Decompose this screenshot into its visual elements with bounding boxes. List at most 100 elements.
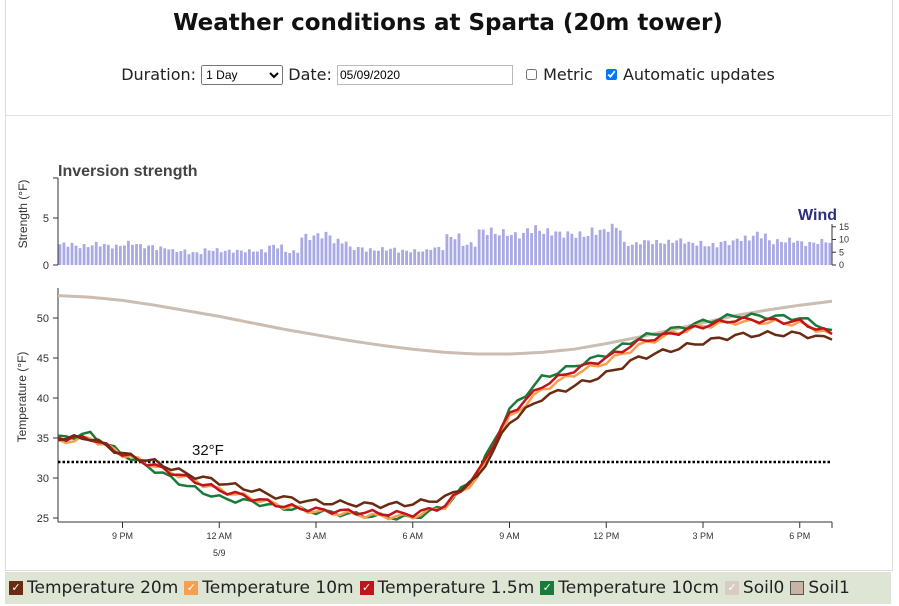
strength-bar <box>485 235 489 265</box>
wind-tick-label: 0 <box>839 260 844 270</box>
strength-bar <box>417 251 421 265</box>
strength-bar <box>348 246 352 265</box>
strength-bar <box>203 248 207 265</box>
strength-bar <box>159 246 163 265</box>
strength-bar <box>719 241 723 265</box>
strength-bar <box>409 252 413 265</box>
freezing-label: 32°F <box>192 442 224 459</box>
legend: ✓ Temperature 20m ✓ Temperature 10m ✓ Tempera… <box>5 572 891 604</box>
strength-bar <box>634 242 638 265</box>
strength-bar <box>711 243 715 265</box>
strength-bar <box>78 248 82 265</box>
strength-bar <box>667 239 671 265</box>
date-label: Date: <box>288 65 332 84</box>
controls: Duration: 1 Day Date: Metric Automatic u… <box>5 64 891 85</box>
strength-bar <box>300 237 304 265</box>
strength-bar <box>505 235 509 265</box>
strength-bar <box>824 242 828 265</box>
strength-bar <box>155 250 159 265</box>
legend-item[interactable]: ✓ Temperature 1.5m <box>359 578 534 598</box>
time-tick-label: 9 AM <box>499 531 520 541</box>
legend-item[interactable]: ✓ Temperature 10cm <box>540 578 719 598</box>
strength-bar <box>276 248 280 265</box>
legend-checkbox[interactable] <box>790 581 805 595</box>
legend-checkbox[interactable]: ✓ <box>184 581 199 595</box>
strength-bar <box>695 245 699 265</box>
page-title: Weather conditions at Sparta (20m tower) <box>173 10 723 36</box>
strength-bar <box>421 251 425 265</box>
strength-bar <box>364 251 368 265</box>
strength-bar <box>292 250 296 265</box>
strength-bar <box>796 240 800 265</box>
strength-bar <box>304 233 308 265</box>
strength-bar <box>816 244 820 265</box>
legend-item[interactable]: ✓ Temperature 20m <box>9 578 178 598</box>
strength-bar <box>522 232 525 265</box>
strength-bar <box>743 235 747 265</box>
date-input[interactable] <box>337 64 513 85</box>
strength-bar <box>280 244 284 265</box>
strength-bar <box>659 243 662 265</box>
legend-checkbox[interactable]: ✓ <box>359 581 374 595</box>
series-line-temperature-10m <box>57 318 833 521</box>
legend-label: Soil0 <box>742 578 785 598</box>
strength-bar <box>207 250 211 265</box>
strength-bar <box>320 238 324 265</box>
strength-bar <box>179 251 183 265</box>
temp-tick-label: 50 <box>37 313 49 325</box>
strength-bar <box>324 231 328 265</box>
strength-bar <box>763 233 767 265</box>
strength-bar <box>703 246 707 265</box>
strength-bar <box>393 247 396 265</box>
strength-bar <box>66 246 70 265</box>
strength-bar <box>501 229 505 265</box>
strength-bar <box>332 243 336 265</box>
strength-bar <box>94 241 98 265</box>
metric-checkbox[interactable] <box>526 69 538 80</box>
legend-checkbox[interactable]: ✓ <box>724 581 739 595</box>
legend-checkbox[interactable]: ✓ <box>540 581 555 595</box>
strength-axis-label: Strength (°F) <box>16 180 30 249</box>
strength-bar <box>110 248 114 265</box>
strength-bar <box>223 250 227 265</box>
wind-title: Wind <box>798 207 837 224</box>
strength-bar <box>570 233 574 265</box>
inversion-title: Inversion strength <box>58 163 198 180</box>
weather-chart: 0 5 Inversion strength Strength (°F) Wind 0 5 1… <box>15 163 849 558</box>
strength-bar <box>715 247 719 265</box>
legend-label: Temperature 20m <box>27 578 179 598</box>
strength-bar <box>98 246 102 265</box>
duration-select[interactable]: 1 Day <box>201 64 284 85</box>
header: Weather conditions at Sparta (20m tower)… <box>5 0 891 116</box>
series-line-temperature-1-5m <box>57 315 833 519</box>
strength-bar <box>296 252 300 265</box>
strength-bar <box>578 231 582 265</box>
strength-bar <box>768 240 771 265</box>
strength-bar <box>780 241 783 265</box>
strength-bar <box>243 252 247 265</box>
legend-item[interactable]: Soil1 <box>790 578 850 598</box>
strength-bar <box>707 246 711 265</box>
auto-updates-checkbox[interactable] <box>605 69 617 80</box>
strength-bar <box>647 240 650 265</box>
temp-tick-label: 35 <box>37 433 49 445</box>
strength-bar <box>74 245 78 265</box>
temp-tick-label: 45 <box>37 353 49 365</box>
legend-item[interactable]: ✓ Soil0 <box>724 578 785 598</box>
strength-bar <box>586 235 590 265</box>
strength-bar <box>352 250 356 265</box>
strength-bar <box>143 248 146 265</box>
strength-bar <box>70 242 74 265</box>
time-tick-label: 9 PM <box>112 531 133 541</box>
legend-item[interactable]: ✓ Temperature 10m <box>184 578 354 598</box>
strength-bar <box>626 245 630 265</box>
strength-bar <box>574 237 578 265</box>
strength-bar <box>639 244 642 265</box>
strength-bar <box>699 240 703 265</box>
strength-bar <box>602 229 606 265</box>
strength-bar <box>199 254 203 265</box>
time-tick-label: 12 PM <box>593 531 619 541</box>
strength-bar <box>675 240 679 265</box>
legend-checkbox[interactable]: ✓ <box>9 581 23 595</box>
strength-bar <box>308 239 312 265</box>
